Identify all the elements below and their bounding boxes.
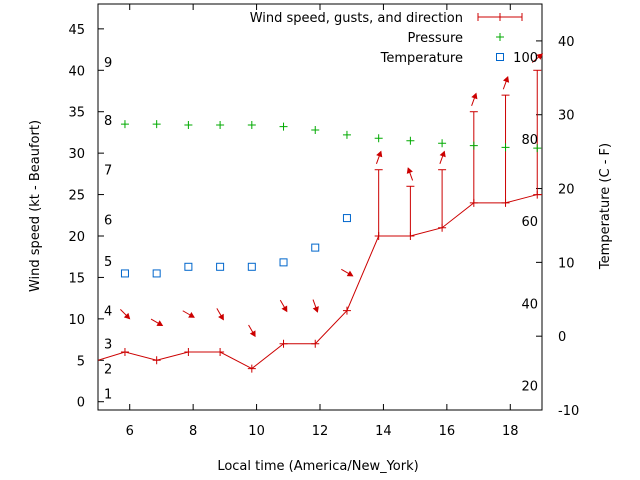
y2-axis-label: Temperature (C - F) xyxy=(598,143,613,270)
pressure-point xyxy=(216,120,225,129)
wind-direction-arrowhead xyxy=(123,312,131,320)
pressure-point xyxy=(342,130,351,139)
wind-speed-point xyxy=(120,348,129,356)
y2-tick-label: 20 xyxy=(558,183,575,198)
pressure-point xyxy=(406,136,415,145)
fahrenheit-label: 20 xyxy=(521,380,538,395)
y-tick-label: 0 xyxy=(77,396,85,411)
y-tick-label: 35 xyxy=(68,106,85,121)
y-tick-label: 5 xyxy=(77,354,85,369)
beaufort-label: 2 xyxy=(104,363,112,378)
wind-direction-arrowhead xyxy=(281,305,288,313)
y-tick-label: 45 xyxy=(68,23,85,38)
y-tick-label: 30 xyxy=(68,147,85,162)
beaufort-label: 4 xyxy=(104,305,112,320)
wind-speed-point xyxy=(152,356,161,365)
wind-direction-arrowhead xyxy=(471,92,478,100)
beaufort-label: 9 xyxy=(104,56,112,71)
pressure-point xyxy=(469,141,478,150)
beaufort-label: 8 xyxy=(104,114,112,129)
wind-direction-arrowhead xyxy=(503,76,510,83)
wind-speed-point xyxy=(184,348,193,356)
y-tick-label: 25 xyxy=(68,189,85,204)
temperature-point xyxy=(120,269,129,278)
temperature-point xyxy=(152,269,161,278)
wind-speed-point xyxy=(342,306,351,315)
wind-direction-arrowhead xyxy=(188,312,195,318)
legend-sample-temperature xyxy=(496,53,504,61)
y2-tick-label: 40 xyxy=(558,35,575,50)
temperature-point xyxy=(311,243,320,252)
pressure-point xyxy=(120,120,129,129)
wind-direction-arrowhead xyxy=(218,313,224,321)
x-tick-label: 12 xyxy=(312,424,329,439)
pressure-point xyxy=(311,125,320,134)
beaufort-label: 7 xyxy=(104,164,112,179)
fahrenheit-label: 80 xyxy=(521,133,538,148)
legend-sample-wind-mark xyxy=(496,13,504,21)
pressure-point xyxy=(438,139,447,148)
series-layer xyxy=(98,53,544,373)
beaufort-label: 5 xyxy=(104,255,112,270)
wind-direction-arrowhead xyxy=(376,150,383,158)
x-tick-label: 10 xyxy=(248,424,265,439)
wind-speed-point xyxy=(216,348,225,356)
y-tick-label: 15 xyxy=(68,271,85,286)
pressure-point xyxy=(152,120,161,129)
temperature-point xyxy=(247,262,256,271)
pressure-point xyxy=(533,144,542,153)
pressure-point xyxy=(247,120,256,129)
beaufort-label: 3 xyxy=(104,338,112,353)
y-tick-label: 20 xyxy=(68,230,85,245)
wind-speed-line xyxy=(98,194,542,370)
y2-tick-label: 0 xyxy=(558,330,566,345)
legend-label-temperature: Temperature xyxy=(380,51,463,66)
y2-tick-label: 10 xyxy=(558,256,575,271)
pressure-point xyxy=(374,134,383,143)
x-tick-label: 6 xyxy=(126,424,134,439)
fahrenheit-label: 60 xyxy=(521,215,538,230)
temperature-point xyxy=(342,214,351,223)
wind-direction-arrowhead xyxy=(249,330,256,338)
y-tick-label: 10 xyxy=(68,313,85,328)
temperature-point xyxy=(279,258,288,267)
legend-sample-pressure xyxy=(496,33,504,41)
plot-frame xyxy=(97,3,543,411)
fahrenheit-label: 100 xyxy=(513,51,538,66)
wind-direction-arrowhead xyxy=(406,167,413,174)
y-tick-label: 40 xyxy=(68,64,85,79)
temperature-point xyxy=(216,262,225,271)
x-tick-label: 16 xyxy=(439,424,456,439)
x-tick-label: 14 xyxy=(375,424,392,439)
pressure-point xyxy=(184,120,193,129)
wind-speed-point xyxy=(311,339,320,348)
wind-direction-arrowhead xyxy=(312,306,319,313)
beaufort-label: 6 xyxy=(104,213,112,228)
temperature-point xyxy=(184,262,193,271)
legend-label-pressure: Pressure xyxy=(407,31,463,46)
legend-label-wind: Wind speed, gusts, and direction xyxy=(250,11,463,26)
y2-tick-label: -10 xyxy=(558,404,579,419)
pressure-point xyxy=(279,122,288,131)
wind-speed-point xyxy=(247,364,256,373)
wind-speed-point xyxy=(279,339,288,348)
y2-tick-label: 30 xyxy=(558,109,575,124)
label-layer: Local time (America/New_York) Wind speed… xyxy=(28,23,613,474)
beaufort-label: 1 xyxy=(104,387,112,402)
fahrenheit-label: 40 xyxy=(521,298,538,313)
wind-direction-arrowhead xyxy=(156,320,164,327)
x-axis-label: Local time (America/New_York) xyxy=(217,459,418,474)
x-tick-label: 8 xyxy=(189,424,197,439)
axes-layer xyxy=(97,3,543,411)
y-axis-label: Wind speed (kt - Beaufort) xyxy=(28,120,43,292)
x-tick-label: 18 xyxy=(502,424,519,439)
legend: Wind speed, gusts, and direction Pressur… xyxy=(250,11,523,66)
wind-direction-arrowhead xyxy=(439,150,446,158)
pressure-point xyxy=(501,143,510,152)
wind-direction-arrowhead xyxy=(536,53,544,60)
wind-direction-arrowhead xyxy=(346,270,354,277)
